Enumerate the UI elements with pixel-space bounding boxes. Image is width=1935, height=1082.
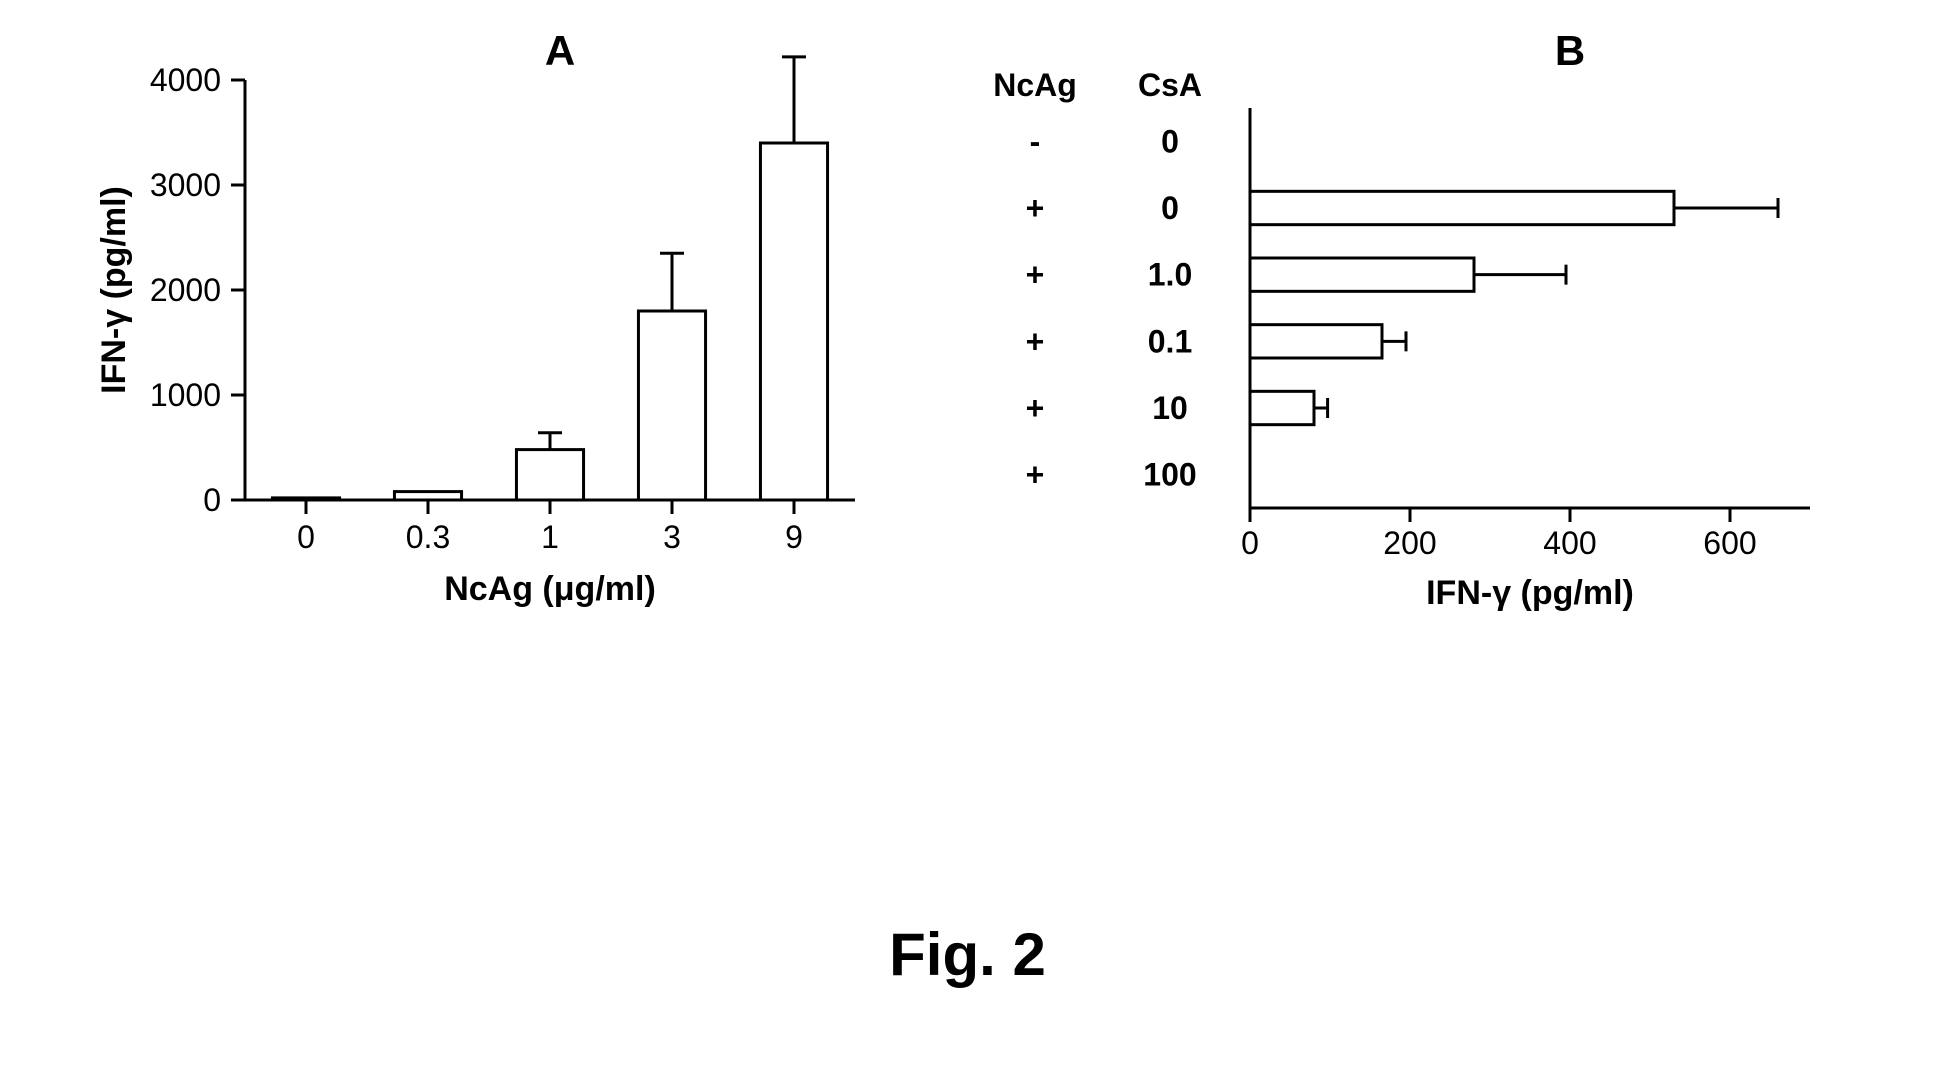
panel-b-row-csa: 100 xyxy=(1143,457,1196,493)
panel-b-chart: B NcAg CsA 0 200 400 600 - 0 +0 +1.0 +0.1 +10 +100 IFN… xyxy=(950,0,1935,680)
panel-b-header-csa: CsA xyxy=(1138,67,1202,103)
panel-b-row-csa: 10 xyxy=(1152,390,1188,426)
panel-b-bar xyxy=(1250,258,1474,291)
panel-a-y-tick-label: 1000 xyxy=(150,377,221,413)
panel-a-chart: A 0 1000 2000 3000 4000 0 0.3 1 3 9 IFN-γ (pg/ml) Nc… xyxy=(0,0,950,680)
panel-a-title: A xyxy=(545,27,575,74)
panel-a-y-tick-label: 2000 xyxy=(150,272,221,308)
panel-b-row-ncag: + xyxy=(1026,257,1045,293)
panel-a-x-label: NcAg (μg/ml) xyxy=(444,570,656,608)
panel-a-x-tick-label: 9 xyxy=(785,519,803,555)
panel-a-bar xyxy=(638,311,705,500)
panel-b-header-ncag: NcAg xyxy=(993,67,1077,103)
panel-b-row-csa: 1.0 xyxy=(1148,257,1192,293)
panel-a-y-tick-label: 0 xyxy=(203,482,221,518)
panel-b-row-ncag: + xyxy=(1026,390,1045,426)
figure-caption: Fig. 2 xyxy=(0,920,1935,989)
panel-a-bar xyxy=(394,492,461,500)
panel-a-x-tick-label: 1 xyxy=(541,519,559,555)
panel-b-row-ncag: + xyxy=(1026,457,1045,493)
panel-b-row-csa: 0.1 xyxy=(1148,323,1192,359)
panel-b-row-csa: 0 xyxy=(1161,190,1179,226)
panel-a-bar xyxy=(760,143,827,500)
panel-b-bar xyxy=(1250,391,1314,424)
panel-b-bar xyxy=(1250,191,1674,224)
panel-b-x-tick-label: 600 xyxy=(1703,525,1756,561)
panel-b-x-tick-label: 400 xyxy=(1543,525,1596,561)
figure-page: A0100020003000400000.3139IFN-γ (pg/ml)Nc… xyxy=(0,0,1935,1082)
panel-a-y-label: IFN-γ (pg/ml) xyxy=(95,186,133,394)
panel-b-row-ncag: - xyxy=(1030,123,1041,159)
panel-a-bar xyxy=(516,450,583,500)
panel-a-y-tick-label: 4000 xyxy=(150,62,221,98)
panel-b-x-tick-label: 200 xyxy=(1383,525,1436,561)
panel-b-row-ncag: + xyxy=(1026,190,1045,226)
panel-a-y-tick-label: 3000 xyxy=(150,167,221,203)
panel-a-x-tick-label: 0.3 xyxy=(406,519,450,555)
panel-b-row-csa: 0 xyxy=(1161,123,1179,159)
panel-b-title: B xyxy=(1555,27,1585,74)
panel-b-bar xyxy=(1250,325,1382,358)
panel-a-x-tick-label: 0 xyxy=(297,519,315,555)
panel-b-row-ncag: + xyxy=(1026,323,1045,359)
panel-b-x-tick-label: 0 xyxy=(1241,525,1259,561)
panel-b-x-label: IFN-γ (pg/ml) xyxy=(1426,574,1634,612)
panel-a-bar xyxy=(272,498,339,500)
panel-a-x-tick-label: 3 xyxy=(663,519,681,555)
